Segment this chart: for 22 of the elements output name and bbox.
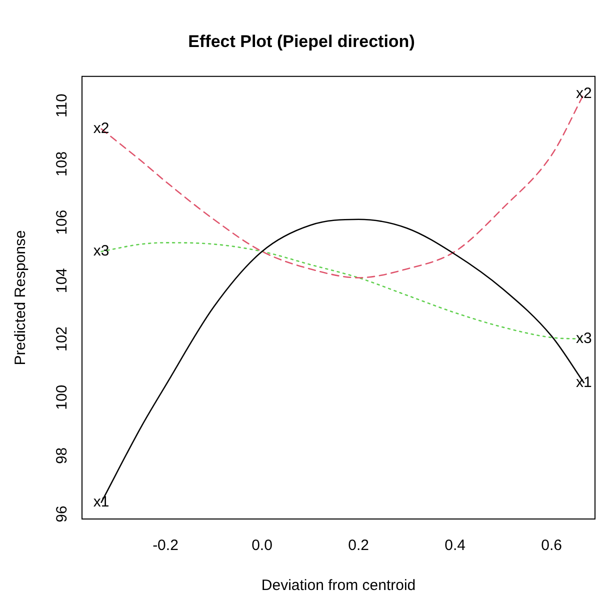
y-tick-label: 106 [54,210,71,235]
chart-title: Effect Plot (Piepel direction) [188,32,415,51]
x-tick-label: 0.0 [252,537,272,554]
text: x3 [93,242,110,260]
y-tick-label: 108 [54,151,71,176]
series-label: x1 [93,494,110,511]
text: x2 [93,120,110,138]
x-tick-label: -0.2 [152,537,178,554]
series-label: x2 [576,85,592,102]
x-tick-label: 0.2 [348,537,369,554]
y-tick-label: 98 [54,447,71,464]
y-tick-label: 104 [54,268,71,294]
y-tick-label: 100 [54,384,71,410]
series-label: x3 [576,330,592,348]
x-tick-label: 0.4 [444,537,466,554]
y-tick-label: 96 [54,506,71,522]
x-axis-title: Deviation from centroid [261,577,416,594]
y-tick-label: 110 [54,94,71,118]
text: x1 [576,374,592,391]
x-tick-label: 0.6 [541,537,562,554]
y-axis-title: Predicted Response [12,230,30,366]
y-tick-label: 102 [54,326,71,352]
